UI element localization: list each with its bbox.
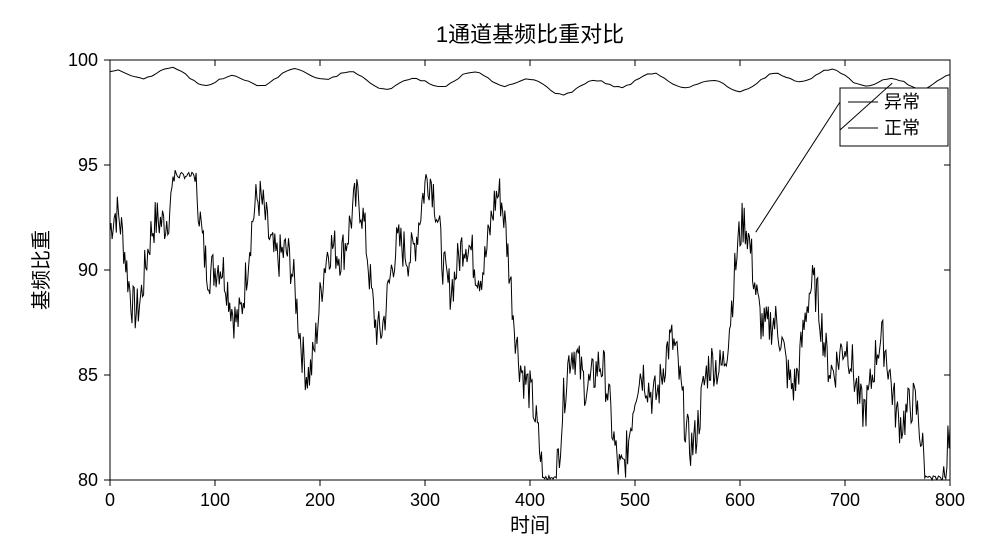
- legend-callout: [756, 102, 840, 232]
- x-tick-label: 600: [725, 490, 755, 510]
- legend-label: 正常: [884, 118, 920, 138]
- chart-container: 0 100 200 300 400 500 600 700 800 80 85 90 95 100 1通道基…: [20, 20, 980, 538]
- line-chart: 0 100 200 300 400 500 600 700 800 80 85 90 95 100 1通道基…: [20, 20, 980, 538]
- y-tick-label: 85: [78, 365, 98, 385]
- x-tick-label: 400: [515, 490, 545, 510]
- x-tick-label: 200: [305, 490, 335, 510]
- series-abnormal: [110, 170, 950, 480]
- x-tick-label: 700: [830, 490, 860, 510]
- x-tick-label: 500: [620, 490, 650, 510]
- y-tick-label: 95: [78, 155, 98, 175]
- x-tick-label: 100: [200, 490, 230, 510]
- x-axis-label: 时间: [510, 514, 550, 537]
- x-tick-label: 300: [410, 490, 440, 510]
- plot-box: [110, 60, 950, 480]
- x-tick-label: 800: [935, 490, 965, 510]
- y-tick-label: 90: [78, 260, 98, 280]
- series-normal: [110, 67, 950, 95]
- chart-title: 1通道基频比重对比: [436, 22, 624, 47]
- y-tick-label: 80: [78, 470, 98, 490]
- legend-label: 异常: [884, 92, 920, 112]
- y-axis-label: 基频比重: [30, 230, 53, 310]
- x-tick-label: 0: [105, 490, 115, 510]
- y-tick-label: 100: [68, 50, 98, 70]
